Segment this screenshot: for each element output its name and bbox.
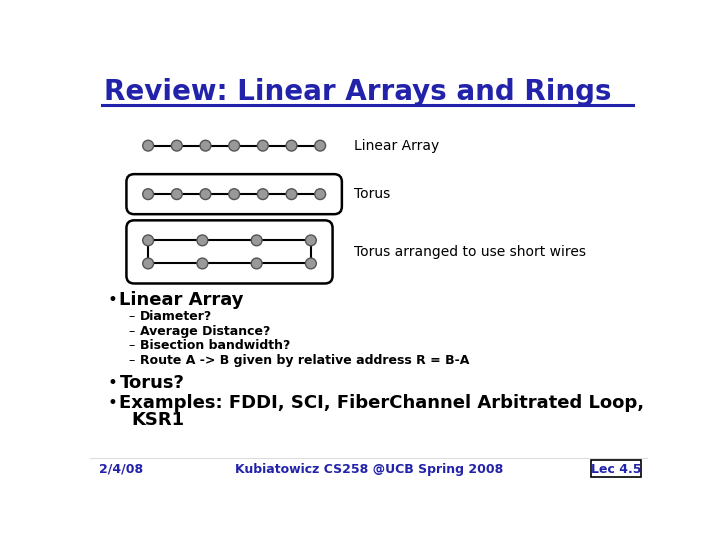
Circle shape <box>197 258 208 269</box>
Circle shape <box>143 258 153 269</box>
Circle shape <box>143 235 153 246</box>
Text: –: – <box>129 354 135 367</box>
Circle shape <box>143 140 153 151</box>
Text: 2/4/08: 2/4/08 <box>99 463 143 476</box>
Text: Examples: FDDI, SCI, FiberChannel Arbitrated Loop,: Examples: FDDI, SCI, FiberChannel Arbitr… <box>120 394 644 412</box>
Circle shape <box>305 235 316 246</box>
Text: Linear Array: Linear Array <box>354 139 438 153</box>
Text: •: • <box>107 394 117 412</box>
Circle shape <box>200 189 211 200</box>
Circle shape <box>197 235 208 246</box>
Circle shape <box>171 140 182 151</box>
Circle shape <box>200 140 211 151</box>
Text: Torus?: Torus? <box>120 374 184 392</box>
Circle shape <box>258 189 269 200</box>
Text: Lec 4.5: Lec 4.5 <box>591 463 642 476</box>
Circle shape <box>229 189 240 200</box>
Circle shape <box>229 140 240 151</box>
Text: Torus: Torus <box>354 187 390 201</box>
Text: •: • <box>107 374 117 392</box>
Circle shape <box>315 140 325 151</box>
Text: KSR1: KSR1 <box>132 411 185 429</box>
Text: –: – <box>129 339 135 353</box>
Text: Bisection bandwidth?: Bisection bandwidth? <box>140 339 290 353</box>
Text: Torus arranged to use short wires: Torus arranged to use short wires <box>354 245 585 259</box>
Circle shape <box>251 258 262 269</box>
Text: Average Distance?: Average Distance? <box>140 325 270 338</box>
Text: –: – <box>129 310 135 323</box>
Circle shape <box>258 140 269 151</box>
FancyBboxPatch shape <box>591 460 641 477</box>
Text: Linear Array: Linear Array <box>120 291 244 309</box>
Circle shape <box>286 189 297 200</box>
Text: Diameter?: Diameter? <box>140 310 212 323</box>
Text: –: – <box>129 325 135 338</box>
Circle shape <box>286 140 297 151</box>
Circle shape <box>251 235 262 246</box>
Circle shape <box>143 189 153 200</box>
Circle shape <box>171 189 182 200</box>
Circle shape <box>315 189 325 200</box>
Text: Route A -> B given by relative address R = B-A: Route A -> B given by relative address R… <box>140 354 469 367</box>
Circle shape <box>305 258 316 269</box>
Text: Review: Linear Arrays and Rings: Review: Linear Arrays and Rings <box>104 78 611 106</box>
Text: •: • <box>107 291 117 309</box>
Text: Kubiatowicz CS258 @UCB Spring 2008: Kubiatowicz CS258 @UCB Spring 2008 <box>235 463 503 476</box>
